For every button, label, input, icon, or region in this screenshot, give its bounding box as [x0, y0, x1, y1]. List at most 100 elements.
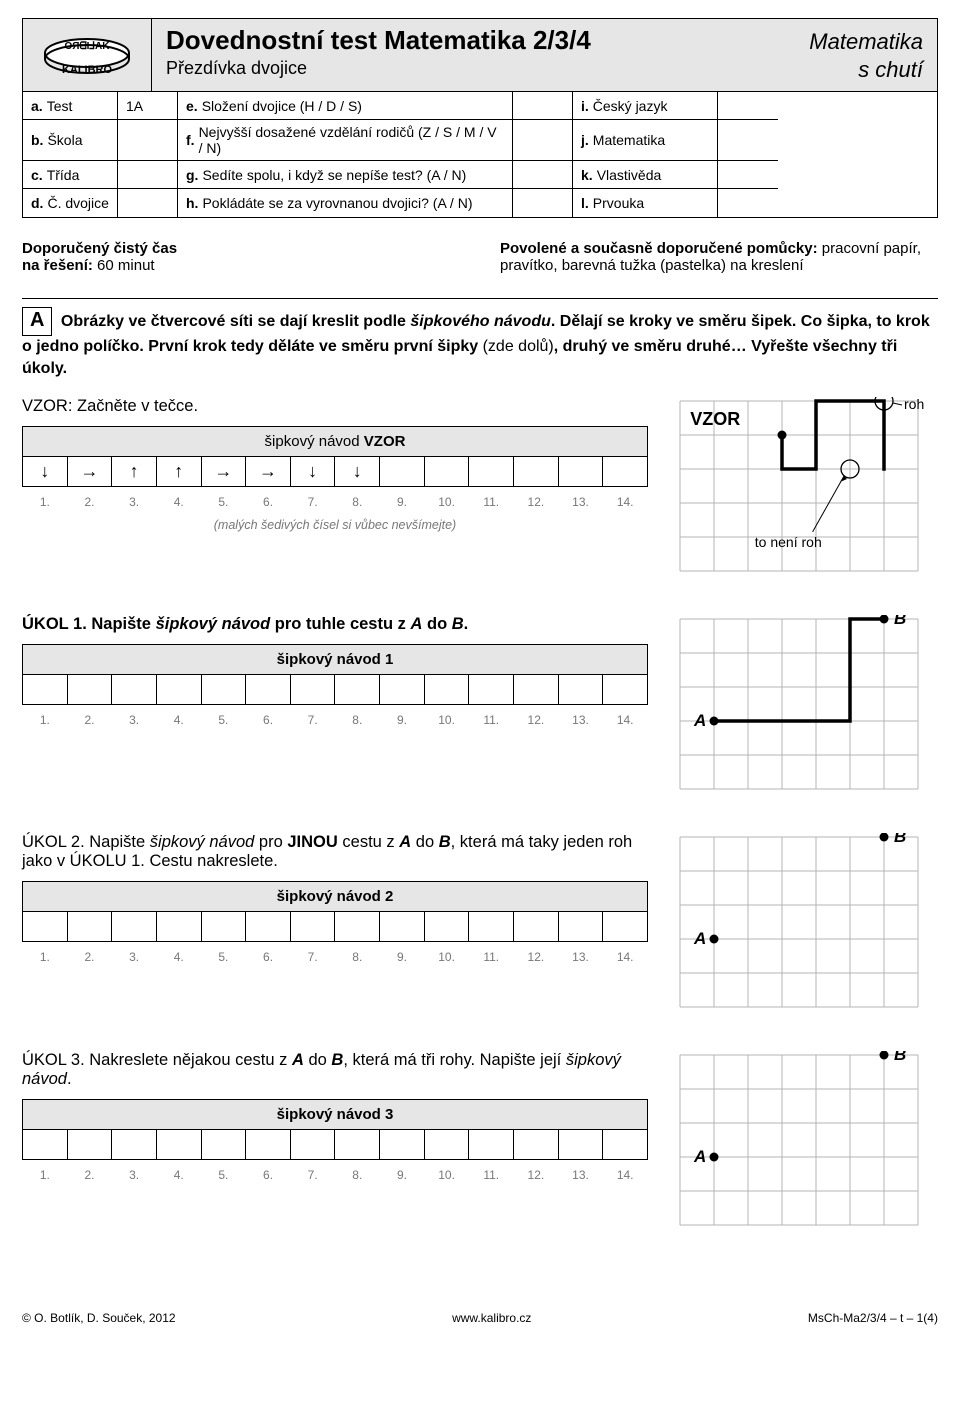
answer-cell[interactable] [380, 912, 425, 942]
meta-cell[interactable] [118, 189, 178, 217]
meta-cell: l.Prvouka [573, 189, 718, 217]
time-aids-box: Doporučený čistý čas na řešení: 60 minut… [22, 240, 938, 274]
answer-cell: → [67, 457, 112, 487]
meta-cell[interactable] [513, 92, 573, 120]
footer: © O. Botlík, D. Souček, 2012 www.kalibro… [22, 1311, 938, 1325]
answer-cell[interactable] [424, 912, 469, 942]
meta-cell[interactable] [718, 120, 778, 161]
meta-cell[interactable] [513, 161, 573, 189]
answer-cell[interactable] [469, 675, 514, 705]
meta-cell[interactable] [718, 161, 778, 189]
meta-cell: i.Český jazyk [573, 92, 718, 120]
answer-cell[interactable] [469, 912, 514, 942]
answer-cell[interactable] [603, 675, 648, 705]
answer-cell: ↑ [112, 457, 157, 487]
header-title-cell: Dovednostní test Matematika 2/3/4 Přezdí… [152, 18, 938, 92]
answer-cell[interactable] [558, 1130, 603, 1160]
answer-cell[interactable] [246, 675, 291, 705]
meta-cell: d.Č. dvojice [23, 189, 118, 217]
answer-cell[interactable] [23, 912, 68, 942]
answer-cell[interactable] [424, 675, 469, 705]
svg-text:B: B [894, 615, 906, 628]
meta-grid: a.Test1Ae.Složení dvojice (H / D / S) i.Č… [22, 92, 938, 218]
svg-text:to není roh: to není roh [755, 534, 822, 550]
meta-cell[interactable] [718, 92, 778, 120]
task3-title: ÚKOL 3. Nakreslete nějakou cestu z A do … [22, 1051, 648, 1089]
answer-cell[interactable] [380, 675, 425, 705]
answer-cell [424, 457, 469, 487]
header-right: Matematika s chutí [809, 25, 923, 83]
svg-text:roh: roh [904, 397, 924, 412]
meta-cell[interactable] [513, 189, 573, 217]
answer-cell[interactable] [603, 912, 648, 942]
answer-cell[interactable] [67, 912, 112, 942]
svg-text:VZOR: VZOR [690, 409, 740, 429]
answer-cell[interactable] [469, 1130, 514, 1160]
task1-table[interactable]: šipkový návod 1 1.2.3.4.5.6.7.8.9.10.11.… [22, 644, 648, 735]
answer-cell[interactable] [67, 1130, 112, 1160]
answer-cell[interactable] [335, 675, 380, 705]
answer-cell[interactable] [290, 912, 335, 942]
answer-cell[interactable] [23, 1130, 68, 1160]
meta-cell: h.Pokládáte se za vyrovnanou dvojici? (A… [178, 189, 513, 217]
answer-cell[interactable] [112, 912, 157, 942]
task2-table[interactable]: šipkový návod 2 1.2.3.4.5.6.7.8.9.10.11.… [22, 881, 648, 972]
answer-cell[interactable] [290, 1130, 335, 1160]
meta-cell: a.Test [23, 92, 118, 120]
svg-text:A: A [693, 1147, 706, 1166]
task1-title: ÚKOL 1. Napište šipkový návod pro tuhle … [22, 615, 648, 634]
meta-cell: f.Nejvyšší dosažené vzdělání rodičů (Z /… [178, 120, 513, 161]
answer-cell[interactable] [156, 1130, 201, 1160]
task3-grid[interactable]: AB [678, 1051, 950, 1241]
answer-cell[interactable] [514, 1130, 559, 1160]
answer-cell[interactable] [514, 912, 559, 942]
answer-cell[interactable] [201, 912, 246, 942]
task1-grid: AB [678, 615, 950, 805]
logo: OЯᗺI⅃AK KALIBRO [22, 18, 152, 92]
answer-cell[interactable] [201, 675, 246, 705]
meta-cell[interactable] [118, 120, 178, 161]
answer-cell[interactable] [603, 1130, 648, 1160]
answer-cell[interactable] [246, 912, 291, 942]
meta-cell: k.Vlastivěda [573, 161, 718, 189]
answer-cell [469, 457, 514, 487]
meta-cell: c.Třída [23, 161, 118, 189]
task2-grid[interactable]: AB [678, 833, 950, 1023]
page-title: Dovednostní test Matematika 2/3/4 [166, 25, 591, 56]
svg-text:A: A [693, 711, 706, 730]
vzor-lead: VZOR: Začněte v tečce. [22, 397, 648, 416]
answer-cell[interactable] [246, 1130, 291, 1160]
answer-cell[interactable] [514, 675, 559, 705]
meta-cell: b.Škola [23, 120, 118, 161]
answer-cell[interactable] [335, 1130, 380, 1160]
meta-cell: e.Složení dvojice (H / D / S) [178, 92, 513, 120]
answer-cell[interactable] [424, 1130, 469, 1160]
answer-cell[interactable] [156, 675, 201, 705]
meta-cell[interactable] [513, 120, 573, 161]
answer-cell[interactable] [112, 1130, 157, 1160]
answer-cell: → [201, 457, 246, 487]
section-letter: A [22, 307, 52, 336]
answer-cell[interactable] [558, 912, 603, 942]
meta-cell[interactable]: 1A [118, 92, 178, 120]
meta-cell[interactable] [118, 161, 178, 189]
task3-table[interactable]: šipkový návod 3 1.2.3.4.5.6.7.8.9.10.11.… [22, 1099, 648, 1190]
meta-cell[interactable] [718, 189, 778, 217]
answer-cell[interactable] [380, 1130, 425, 1160]
answer-cell[interactable] [290, 675, 335, 705]
answer-cell[interactable] [335, 912, 380, 942]
answer-cell [380, 457, 425, 487]
answer-cell: ↓ [335, 457, 380, 487]
answer-cell[interactable] [201, 1130, 246, 1160]
answer-cell[interactable] [112, 675, 157, 705]
answer-cell[interactable] [67, 675, 112, 705]
vzor-note: (malých šedivých čísel si vůbec nevšímej… [22, 518, 648, 532]
svg-text:OЯᗺI⅃AK: OЯᗺI⅃AK [65, 40, 111, 52]
answer-cell[interactable] [558, 675, 603, 705]
svg-text:B: B [894, 1051, 906, 1064]
answer-cell[interactable] [156, 912, 201, 942]
answer-cell[interactable] [23, 675, 68, 705]
meta-cell: g.Sedíte spolu, i když se nepíše test? (… [178, 161, 513, 189]
meta-cell: j.Matematika [573, 120, 718, 161]
answer-cell: → [246, 457, 291, 487]
